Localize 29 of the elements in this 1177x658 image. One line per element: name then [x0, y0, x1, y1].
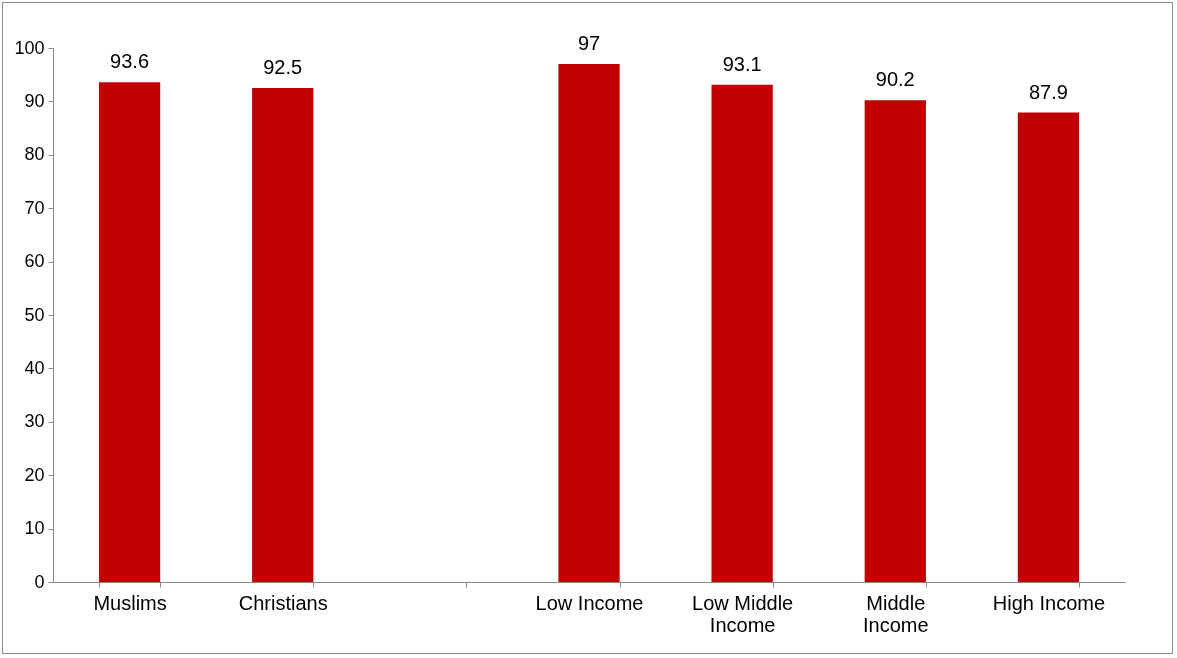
y-tick-label: 20 [24, 464, 45, 485]
bar [98, 82, 161, 582]
bar [1017, 112, 1080, 582]
x-tick-label: Middle Income [862, 591, 929, 636]
y-tick-label: 40 [24, 357, 45, 378]
data-label: 97 [577, 32, 601, 55]
y-tick-label: 50 [24, 304, 45, 325]
y-tick-label: 90 [24, 90, 45, 111]
x-tick-label: Christians [238, 591, 328, 614]
x-tick-label: High Income [992, 591, 1106, 614]
bar [864, 100, 926, 582]
y-tick-label: 30 [24, 411, 45, 432]
y-tick-label: 100 [14, 37, 45, 58]
data-label: 93.6 [110, 50, 150, 73]
y-tick-label: 0 [34, 571, 45, 592]
bar [558, 64, 620, 582]
data-label: 93.1 [722, 52, 762, 75]
y-tick-label: 10 [24, 518, 45, 539]
data-label: 90.2 [875, 68, 915, 91]
data-label: 87.9 [1028, 80, 1068, 103]
data-label: 92.5 [263, 56, 303, 79]
x-tick-label: Muslims [93, 591, 167, 614]
bar [252, 88, 314, 582]
x-tick-label: Low Middle Income [692, 591, 794, 636]
y-tick-label: 80 [24, 144, 45, 165]
x-tick-label: Low Income [535, 591, 644, 614]
y-tick-label: 60 [24, 251, 45, 272]
y-tick-label: 70 [24, 197, 45, 218]
bar [711, 84, 773, 582]
